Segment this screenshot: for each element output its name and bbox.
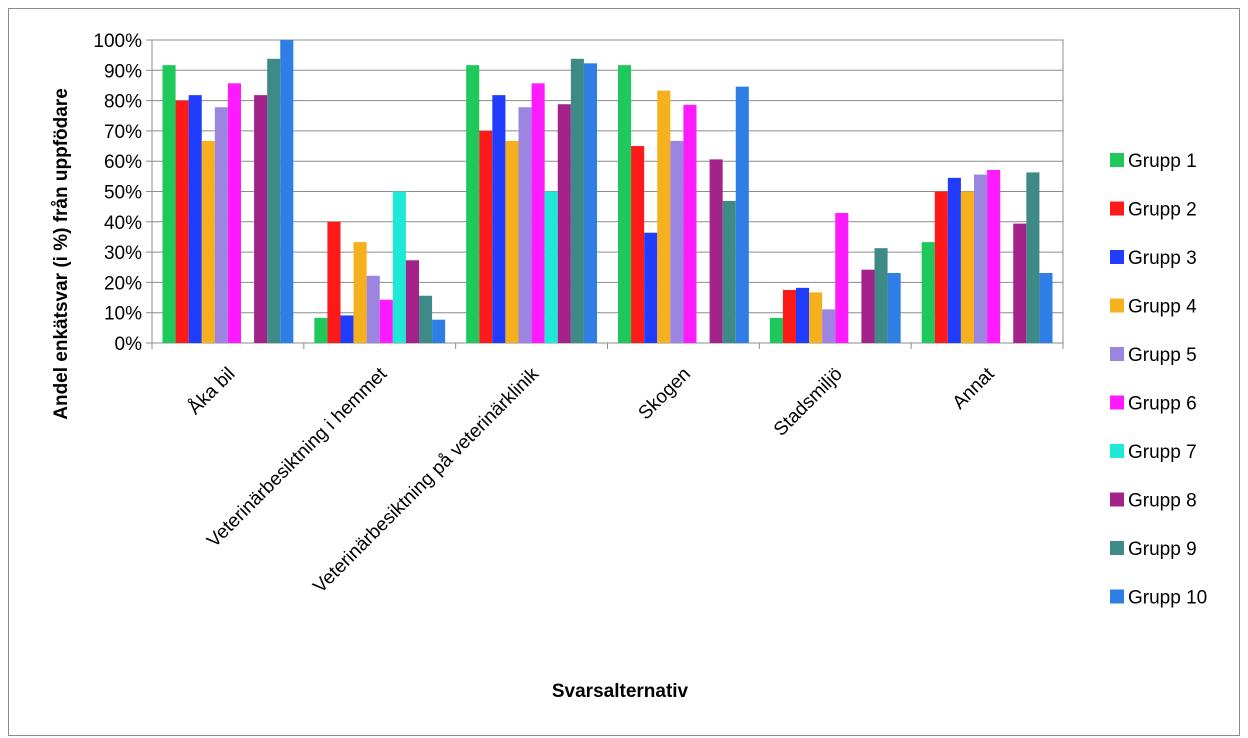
bar bbox=[432, 319, 446, 343]
legend-swatch bbox=[1110, 153, 1124, 167]
bar bbox=[631, 146, 645, 343]
y-tick-label: 90% bbox=[104, 61, 142, 82]
bar bbox=[570, 58, 584, 343]
bar bbox=[227, 83, 241, 343]
bar bbox=[314, 317, 328, 343]
legend-label: Grupp 2 bbox=[1128, 200, 1197, 221]
legend-swatch bbox=[1110, 444, 1124, 458]
bar bbox=[531, 83, 545, 343]
bar bbox=[188, 95, 202, 344]
bar bbox=[544, 191, 558, 343]
legend-label: Grupp 7 bbox=[1128, 442, 1197, 463]
bar bbox=[974, 174, 988, 343]
bar bbox=[201, 140, 215, 343]
bar bbox=[960, 191, 974, 343]
y-tick-label: 10% bbox=[104, 304, 142, 325]
legend-label: Grupp 1 bbox=[1128, 151, 1197, 172]
y-tick-label: 100% bbox=[93, 31, 142, 52]
y-tick-label: 80% bbox=[104, 92, 142, 113]
legend-swatch bbox=[1110, 541, 1124, 555]
bar bbox=[722, 200, 736, 343]
bar bbox=[327, 221, 341, 343]
y-tick-label: 0% bbox=[115, 334, 143, 355]
bar bbox=[987, 169, 1001, 343]
bar bbox=[392, 191, 406, 343]
bar bbox=[280, 40, 294, 343]
legend-swatch bbox=[1110, 347, 1124, 361]
x-tick-label: Veterinärbesiktning i hemmet bbox=[203, 363, 392, 552]
bar bbox=[934, 191, 948, 343]
bar bbox=[921, 242, 935, 343]
bar bbox=[947, 177, 961, 343]
bar bbox=[709, 159, 723, 343]
legend-label: Grupp 9 bbox=[1128, 539, 1197, 560]
bar bbox=[366, 275, 380, 343]
legend-swatch bbox=[1110, 201, 1124, 216]
legend-label: Grupp 10 bbox=[1128, 588, 1207, 609]
bar bbox=[796, 287, 810, 343]
bar bbox=[379, 299, 393, 343]
bar bbox=[267, 58, 281, 343]
bar bbox=[782, 289, 796, 343]
bar bbox=[479, 130, 493, 343]
legend-swatch bbox=[1110, 298, 1124, 313]
bar bbox=[835, 213, 849, 343]
bar bbox=[1026, 172, 1040, 343]
x-tick-label: Skogen bbox=[635, 364, 695, 424]
legend-swatch bbox=[1110, 395, 1124, 410]
bar bbox=[769, 317, 783, 343]
bar bbox=[175, 100, 189, 343]
legend: Grupp 1 Grupp 2 Grupp 3 Grupp 4 Grupp 5 Grupp… bbox=[1110, 151, 1207, 609]
bar bbox=[214, 107, 228, 344]
bar bbox=[683, 104, 697, 343]
bar bbox=[254, 95, 268, 344]
legend-swatch bbox=[1110, 250, 1124, 264]
bar bbox=[505, 140, 519, 343]
y-tick-label: 50% bbox=[104, 183, 142, 204]
bar bbox=[557, 104, 571, 344]
x-axis-title: Svarsalternativ bbox=[552, 681, 689, 702]
bar bbox=[492, 95, 506, 344]
bar bbox=[618, 65, 632, 344]
bar bbox=[466, 65, 480, 344]
bar bbox=[644, 232, 658, 343]
y-tick-label: 30% bbox=[104, 243, 142, 264]
x-tick-label: Stadsmiljö bbox=[770, 364, 847, 441]
x-tick-label: Annat bbox=[949, 363, 999, 413]
bar bbox=[518, 107, 532, 344]
legend-swatch bbox=[1110, 492, 1124, 507]
legend-label: Grupp 6 bbox=[1128, 394, 1197, 415]
bar bbox=[670, 140, 684, 343]
bar bbox=[809, 292, 823, 343]
bar bbox=[874, 248, 888, 343]
bar bbox=[1039, 273, 1053, 343]
y-tick-label: 40% bbox=[104, 213, 142, 234]
bar bbox=[353, 242, 367, 343]
bar bbox=[822, 309, 836, 343]
legend-label: Grupp 4 bbox=[1128, 297, 1197, 318]
bar bbox=[1013, 223, 1027, 343]
legend-label: Grupp 3 bbox=[1128, 248, 1197, 269]
bar bbox=[405, 260, 419, 343]
bar bbox=[861, 269, 875, 343]
y-axis-title: Andel enkätsvar (i %) från uppfödare bbox=[51, 88, 72, 420]
x-tick-label: Åka bil bbox=[184, 364, 239, 419]
bar bbox=[340, 315, 354, 343]
bar bbox=[657, 90, 671, 343]
legend-swatch bbox=[1110, 589, 1124, 604]
bars bbox=[162, 40, 1053, 344]
bar bbox=[419, 295, 433, 343]
bar bbox=[583, 63, 597, 344]
legend-label: Grupp 5 bbox=[1128, 345, 1197, 366]
bar bbox=[887, 273, 901, 343]
y-tick-label: 70% bbox=[104, 122, 142, 143]
y-tick-label: 20% bbox=[104, 273, 142, 294]
y-tick-label: 60% bbox=[104, 152, 142, 173]
bar bbox=[735, 86, 749, 344]
bar bbox=[162, 65, 176, 344]
legend-label: Grupp 8 bbox=[1128, 491, 1197, 512]
